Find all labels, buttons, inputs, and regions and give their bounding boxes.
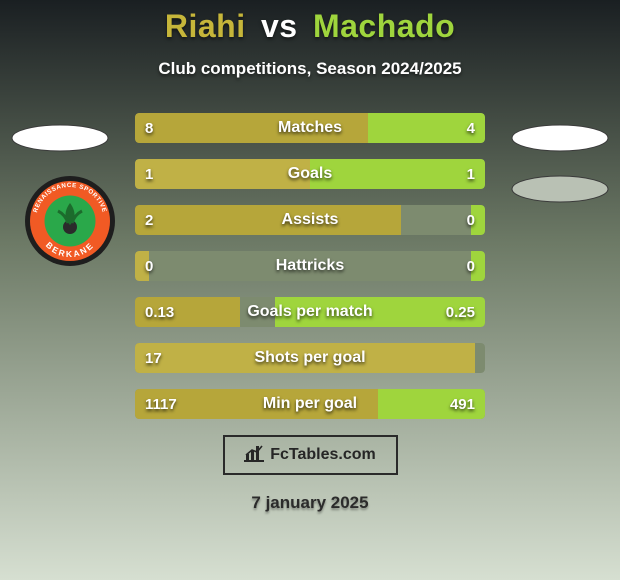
stat-track bbox=[135, 251, 485, 281]
stat-value-right: 0 bbox=[467, 205, 475, 235]
player1-name: Riahi bbox=[165, 8, 246, 44]
date-text: 7 january 2025 bbox=[0, 493, 620, 513]
stat-row: 11Goals bbox=[135, 159, 485, 189]
player2-name: Machado bbox=[313, 8, 455, 44]
chart-icon bbox=[244, 444, 264, 467]
stat-row: 17Shots per goal bbox=[135, 343, 485, 373]
stat-fill-left bbox=[135, 205, 401, 235]
stats-panel: 84Matches11Goals20Assists00Hattricks0.13… bbox=[135, 113, 485, 419]
stat-fill-left bbox=[135, 343, 475, 373]
left-ellipse-1 bbox=[10, 123, 110, 153]
stat-value-left: 0 bbox=[145, 251, 153, 281]
subtitle: Club competitions, Season 2024/2025 bbox=[0, 59, 620, 79]
stat-row: 00Hattricks bbox=[135, 251, 485, 281]
stat-value-right: 0 bbox=[467, 251, 475, 281]
stat-value-right: 491 bbox=[450, 389, 475, 419]
stat-fill-left bbox=[135, 113, 368, 143]
stat-value-left: 1 bbox=[145, 159, 153, 189]
stat-value-right: 1 bbox=[467, 159, 475, 189]
stat-fill-left bbox=[135, 159, 310, 189]
stat-row: 1117491Min per goal bbox=[135, 389, 485, 419]
stat-value-left: 1117 bbox=[145, 389, 177, 419]
stat-fill-right bbox=[310, 159, 485, 189]
stat-value-left: 2 bbox=[145, 205, 153, 235]
stat-row: 0.130.25Goals per match bbox=[135, 297, 485, 327]
stat-value-left: 0.13 bbox=[145, 297, 174, 327]
stat-value-left: 8 bbox=[145, 113, 153, 143]
brand-box[interactable]: FcTables.com bbox=[223, 435, 398, 475]
right-ellipse-1 bbox=[510, 123, 610, 153]
page-title: Riahi vs Machado bbox=[0, 8, 620, 45]
stat-row: 20Assists bbox=[135, 205, 485, 235]
stat-value-right: 4 bbox=[467, 113, 475, 143]
stat-value-right: 0.25 bbox=[446, 297, 475, 327]
club-emblem: RENAISSANCE SPORTIVE BERKANE bbox=[24, 175, 116, 267]
stat-row: 84Matches bbox=[135, 113, 485, 143]
brand-text: FcTables.com bbox=[270, 446, 376, 464]
vs-text: vs bbox=[261, 8, 298, 44]
right-ellipse-2 bbox=[510, 174, 610, 204]
stat-value-left: 17 bbox=[145, 343, 162, 373]
